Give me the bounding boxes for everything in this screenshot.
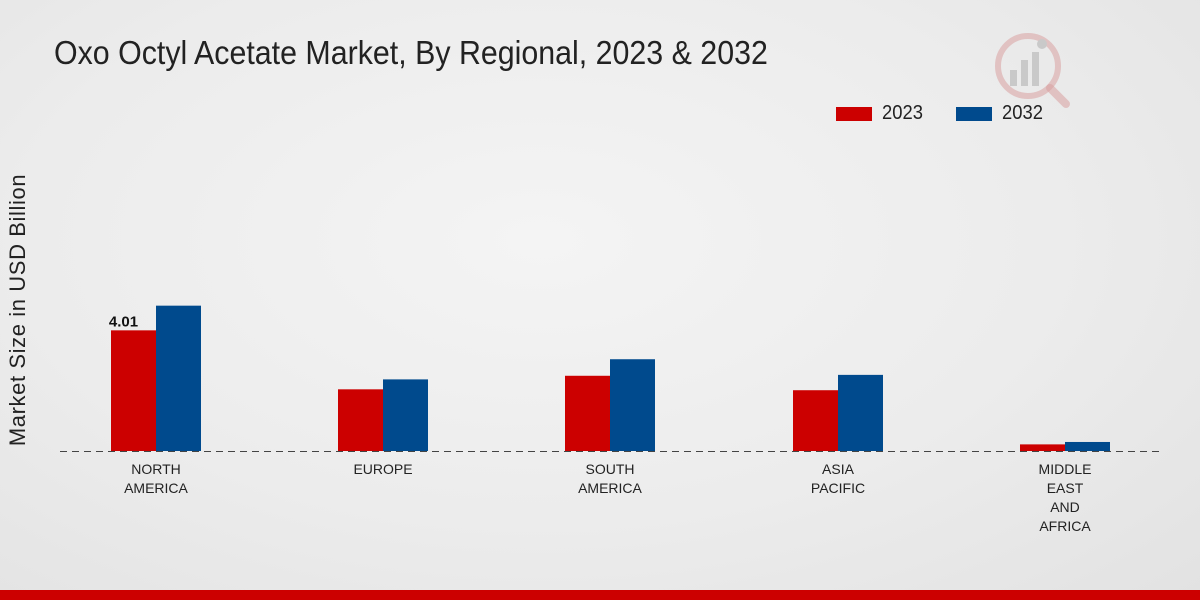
- legend-item-2032: 2032: [956, 102, 1047, 125]
- bar-2023-south-america: [565, 375, 610, 451]
- bar-2032-north-america: [156, 305, 201, 451]
- bar-2032-middle-east-and-africa: [1065, 441, 1110, 451]
- legend-swatch-2032: [956, 106, 992, 121]
- footer-bar: [0, 590, 1200, 600]
- bar-2032-asia-pacific: [838, 374, 883, 451]
- bar-2023-middle-east-and-africa: [1020, 444, 1065, 451]
- x-tick-label: NORTH AMERICA: [124, 461, 188, 496]
- bar-2032-europe: [383, 379, 428, 451]
- legend-swatch-2023: [836, 106, 872, 121]
- data-label: 4.01: [109, 313, 138, 330]
- legend-item-2023: 2023: [836, 102, 927, 125]
- x-tick-label: EUROPE: [353, 461, 412, 477]
- bar-2023-asia-pacific: [793, 390, 838, 451]
- x-tick-label: MIDDLE EAST AND AFRICA: [1039, 461, 1092, 534]
- brand-logo-icon: [995, 33, 1070, 108]
- chart-title: Oxo Octyl Acetate Market, By Regional, 2…: [54, 34, 768, 71]
- legend-label-2032: 2032: [1002, 102, 1043, 124]
- legend-label-2023: 2023: [882, 102, 923, 124]
- x-tick-label: ASIA PACIFIC: [811, 461, 865, 496]
- bar-2023-north-america: [111, 330, 156, 451]
- bar-2023-europe: [338, 389, 383, 451]
- bar-2032-south-america: [610, 359, 655, 451]
- x-tick-label: SOUTH AMERICA: [578, 461, 642, 496]
